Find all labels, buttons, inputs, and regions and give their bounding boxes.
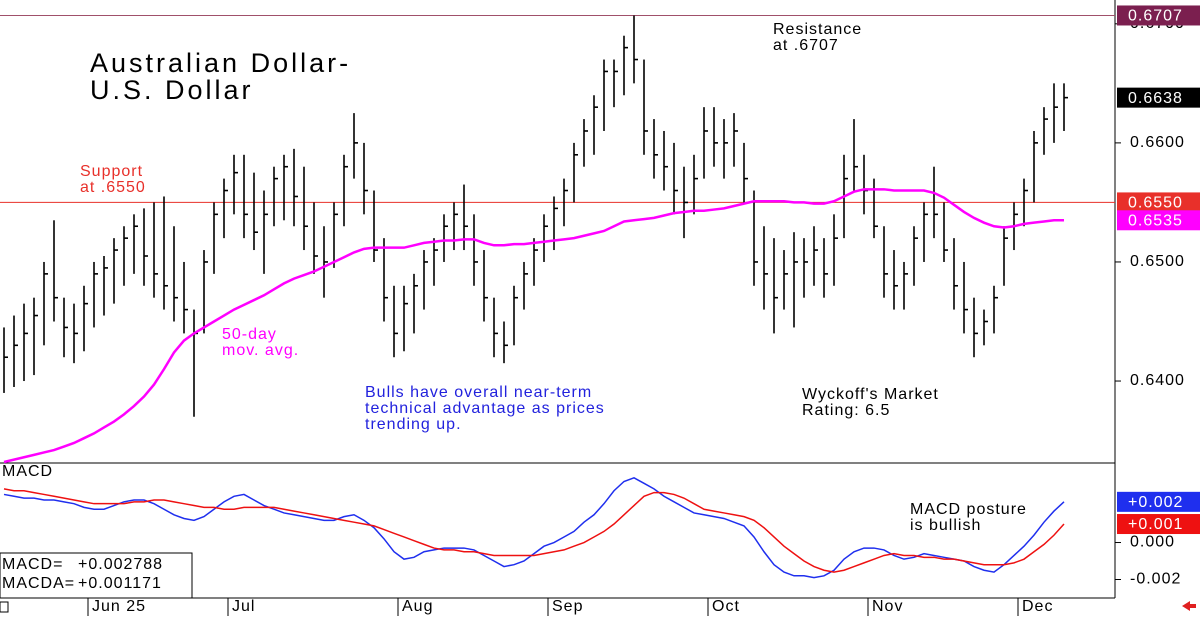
macd-line — [3, 476, 1065, 579]
reference-note: at .6550 — [80, 179, 146, 196]
annotation: Rating: 6.5 — [802, 402, 890, 419]
annotation: Wyckoff's Market — [802, 386, 939, 403]
y-tick-label: 0.6400 — [1130, 372, 1185, 389]
x-tick-label: Jul — [232, 598, 255, 615]
macd-tag-bg — [1117, 514, 1200, 535]
chart-title: U.S. Dollar — [90, 75, 254, 105]
moving-average — [3, 188, 1064, 464]
last-price-tag-bg — [1117, 87, 1200, 108]
scroll-box[interactable] — [0, 601, 9, 613]
x-tick-label: Aug — [402, 598, 433, 615]
y-tick-label: 0.6600 — [1130, 134, 1185, 151]
x-tick-label: Sep — [552, 598, 583, 615]
ma-label: mov. avg. — [222, 342, 299, 359]
x-tick-label: Dec — [1022, 598, 1053, 615]
macd-tag: +0.001 — [1128, 516, 1183, 533]
legend-name: MACDA= — [2, 575, 75, 592]
scroll-arrow[interactable] — [1182, 601, 1196, 611]
ma-tag: 0.6535 — [1128, 213, 1183, 230]
legend-value: +0.001171 — [78, 575, 162, 592]
annotation: Bulls have overall near-term — [365, 384, 592, 401]
level-tag-bg — [1117, 192, 1200, 213]
last-price-tag: 0.6638 — [1128, 90, 1183, 107]
annotation: trending up. — [365, 416, 462, 433]
y-tick-label: -0.002 — [1130, 571, 1181, 588]
y-tick-label: 0.6500 — [1130, 253, 1185, 270]
annotation: technical advantage as prices — [365, 400, 605, 417]
chart-title: Australian Dollar- — [90, 48, 351, 78]
annotation: is bullish — [910, 517, 981, 534]
panel-title: MACD — [2, 463, 53, 480]
reference-note: Support — [80, 163, 143, 180]
macd-tag: +0.002 — [1128, 494, 1183, 511]
macd-line — [3, 488, 1065, 573]
legend-name: MACD= — [2, 556, 63, 573]
macd-tag-bg — [1117, 491, 1200, 512]
reference-note: Resistance — [773, 21, 862, 38]
annotation: MACD posture — [910, 501, 1027, 518]
reference-note: at .6707 — [773, 37, 839, 54]
ma-label: 50-day — [222, 326, 277, 343]
level-tag: 0.6550 — [1128, 195, 1183, 212]
readout-box — [0, 552, 193, 599]
ma-tag-bg — [1117, 210, 1200, 231]
y-tick-label: 0.000 — [1130, 534, 1175, 551]
level-tag-bg — [1117, 5, 1200, 26]
x-tick-label: Oct — [712, 598, 740, 615]
level-tag: 0.6707 — [1128, 8, 1183, 25]
legend-value: +0.002788 — [78, 556, 163, 573]
x-tick-label: Jun 25 — [92, 598, 146, 615]
x-tick-label: Nov — [872, 598, 903, 615]
